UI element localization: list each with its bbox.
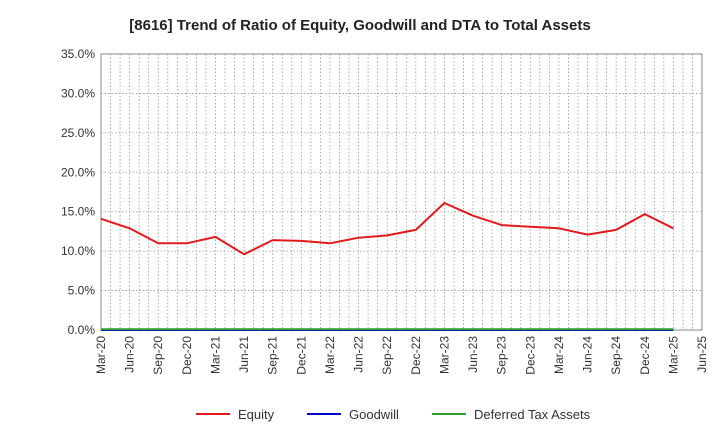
x-tick-label: Sep-22 xyxy=(380,336,394,375)
legend-label: Goodwill xyxy=(349,407,399,422)
legend-label: Deferred Tax Assets xyxy=(474,407,591,422)
y-tick-label: 0.0% xyxy=(68,323,96,337)
x-tick-label: Sep-24 xyxy=(609,336,623,375)
legend: Equity Goodwill Deferred Tax Assets xyxy=(196,407,591,422)
x-tick-label: Mar-24 xyxy=(552,336,566,374)
y-tick-label: 10.0% xyxy=(61,244,95,258)
y-tick-label: 25.0% xyxy=(61,126,95,140)
x-tick-label: Mar-21 xyxy=(208,336,222,374)
x-tick-label: Sep-21 xyxy=(266,336,280,375)
x-tick-label: Dec-20 xyxy=(180,336,194,375)
y-tick-label: 5.0% xyxy=(68,284,96,298)
x-tick-label: Dec-24 xyxy=(638,336,652,375)
chart-title: [8616] Trend of Ratio of Equity, Goodwil… xyxy=(129,17,590,34)
x-tick-label: Mar-22 xyxy=(323,336,337,374)
x-tick-label: Mar-20 xyxy=(94,336,108,374)
axes: 0.0% 5.0% 10.0% 15.0% 20.0% 25.0% 30.0% 35.0% Ma… xyxy=(61,47,709,375)
x-tick-label: Jun-21 xyxy=(237,336,251,373)
legend-label: Equity xyxy=(238,407,275,422)
y-tick-label: 30.0% xyxy=(61,86,95,100)
x-tick-label: Jun-23 xyxy=(466,336,480,373)
x-tick-label: Sep-23 xyxy=(495,336,509,375)
x-tick-label: Mar-25 xyxy=(666,336,680,374)
y-tick-label: 20.0% xyxy=(61,165,95,179)
x-tick-label: Jun-25 xyxy=(695,336,709,373)
y-tick-label: 15.0% xyxy=(61,205,95,219)
grid xyxy=(100,53,703,331)
x-tick-label: Mar-23 xyxy=(437,336,451,374)
x-tick-label: Dec-22 xyxy=(409,336,423,375)
y-tick-label: 35.0% xyxy=(61,47,95,61)
x-tick-label: Jun-20 xyxy=(123,336,137,373)
x-tick-label: Sep-20 xyxy=(151,336,165,375)
plot-frame xyxy=(100,53,703,331)
x-tick-label: Jun-24 xyxy=(581,336,595,373)
x-tick-label: Dec-23 xyxy=(523,336,537,375)
series-line-equity xyxy=(100,202,674,256)
x-tick-label: Jun-22 xyxy=(352,336,366,373)
x-tick-label: Dec-21 xyxy=(294,336,308,375)
series-layer xyxy=(100,202,674,331)
